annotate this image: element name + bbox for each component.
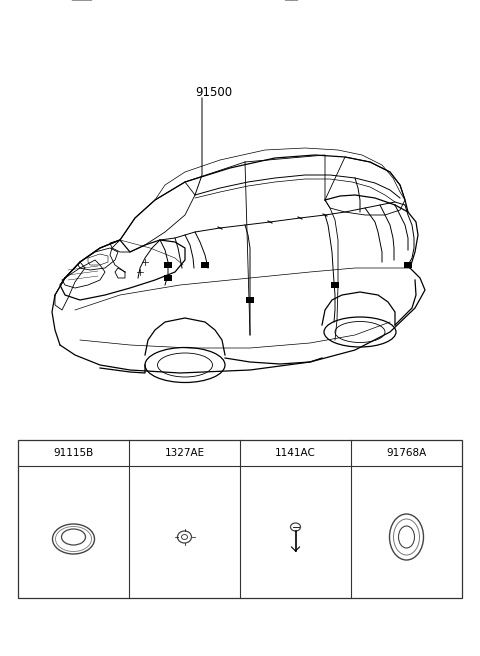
Bar — [164, 262, 172, 268]
Text: 1327AE: 1327AE — [165, 448, 204, 458]
Bar — [246, 297, 254, 303]
Bar — [201, 262, 209, 268]
Bar — [164, 275, 172, 281]
Text: 91500: 91500 — [195, 85, 232, 98]
Bar — [18, 440, 462, 598]
Text: 91115B: 91115B — [53, 448, 94, 458]
Text: 91768A: 91768A — [386, 448, 427, 458]
Bar — [331, 282, 339, 288]
Bar — [404, 262, 412, 268]
Text: 1141AC: 1141AC — [275, 448, 316, 458]
